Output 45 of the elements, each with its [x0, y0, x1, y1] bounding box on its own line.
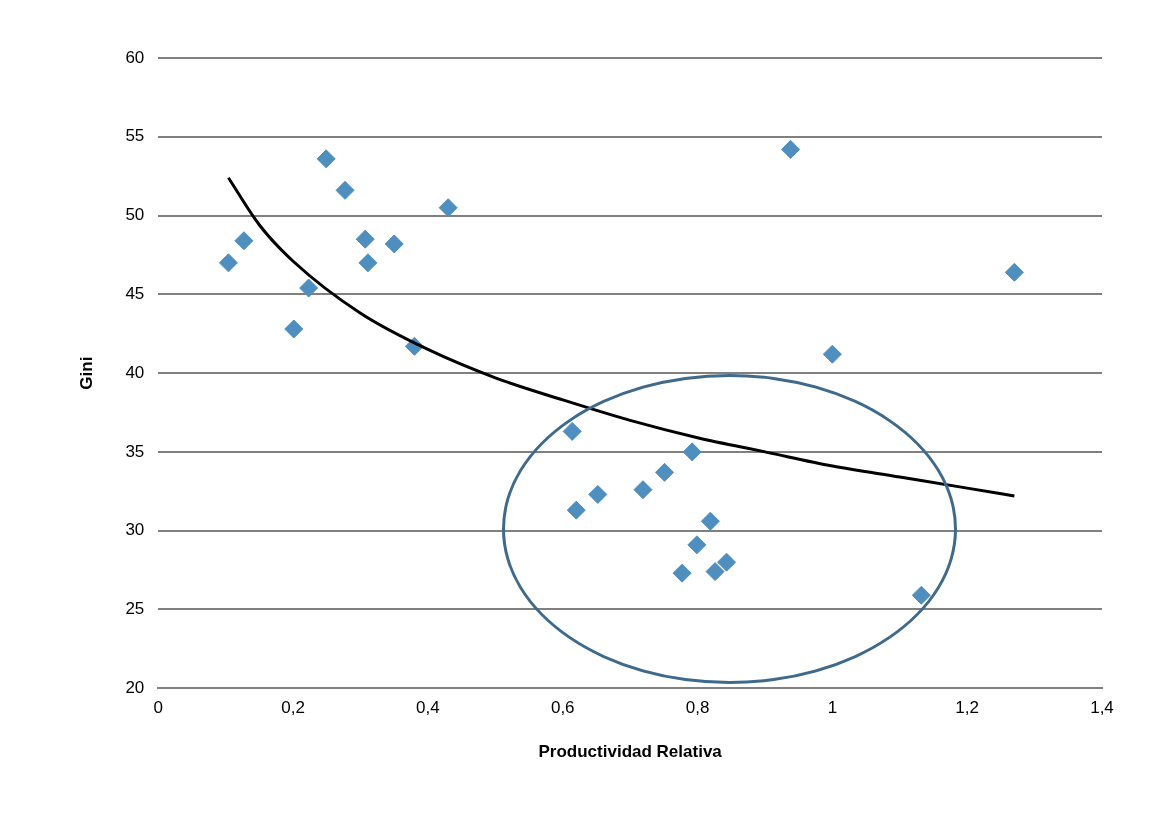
point	[384, 234, 404, 254]
y-tick-label: 45	[125, 284, 145, 304]
x-tick-label: 1	[827, 698, 838, 718]
x-tick-label: 0	[153, 698, 164, 718]
point	[781, 139, 801, 159]
y-tick-label: 50	[125, 205, 145, 225]
point	[672, 563, 692, 583]
y-tick-label: 55	[125, 126, 145, 146]
point	[911, 585, 931, 605]
point	[562, 421, 582, 441]
x-axis-title: Productividad Relativa	[538, 742, 723, 762]
point	[438, 198, 458, 218]
point	[682, 442, 702, 462]
y-tick-label: 30	[125, 520, 145, 540]
point	[633, 480, 653, 500]
point	[1004, 262, 1024, 282]
y-tick-label: 40	[125, 362, 145, 382]
y-tick-label: 25	[125, 599, 145, 619]
point	[705, 562, 725, 582]
line-series	[226, 176, 1016, 498]
point	[566, 500, 586, 520]
y-tick-label: 60	[125, 47, 145, 67]
x-tick-label: 0,2	[281, 698, 305, 718]
point	[218, 253, 238, 273]
x-tick-label: 1,4	[1090, 698, 1114, 718]
point	[335, 180, 355, 200]
x-tick-label: 1,2	[955, 698, 980, 718]
y-tick-label: 35	[125, 441, 145, 461]
point	[687, 535, 707, 555]
point	[655, 462, 675, 482]
point	[355, 229, 375, 249]
point	[234, 231, 254, 251]
point	[358, 253, 378, 273]
point	[717, 552, 737, 572]
point	[588, 484, 608, 504]
point	[822, 344, 842, 364]
point	[700, 511, 720, 531]
x-tick-label: 0,4	[416, 698, 440, 718]
point	[284, 319, 304, 339]
x-tick-label: 0,6	[550, 698, 575, 718]
y-axis-title: Gini	[76, 356, 96, 390]
y-tick-label: 20	[125, 677, 145, 697]
point	[299, 278, 319, 298]
point	[316, 149, 336, 169]
x-tick-label: 0,8	[685, 698, 710, 718]
